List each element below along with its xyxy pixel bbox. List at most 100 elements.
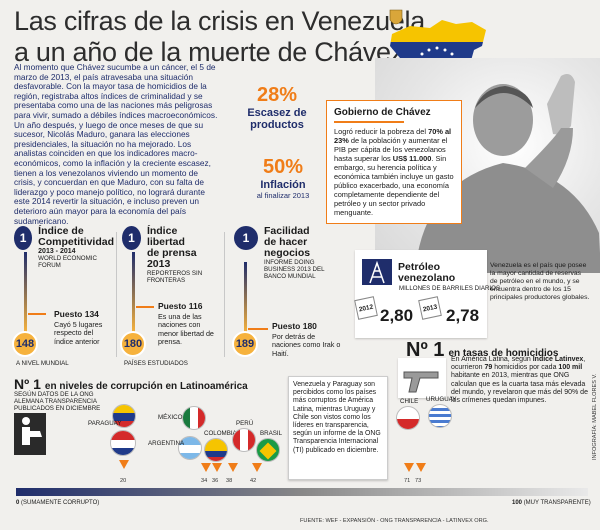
petroleo-year-2: 2013 <box>422 303 438 313</box>
rank-bottom-label: A NIVEL MUNDIAL <box>16 360 69 367</box>
country-argentina: ARGENTINA <box>148 440 185 447</box>
petroleo-value-2: 2,78 <box>446 306 480 325</box>
ranking-title-2: de hacer <box>264 236 308 248</box>
puesto-marker <box>136 306 154 308</box>
gobierno-chavez-box: Gobierno de Chávez Logró reducir la pobr… <box>326 100 462 224</box>
tick-label: 34 <box>201 478 208 484</box>
tick-label: 73 <box>415 478 422 484</box>
homicidios-bold-2: 79 <box>484 364 493 372</box>
inflacion-label: Inflación <box>260 179 306 191</box>
flag-colombia-icon <box>204 438 228 462</box>
corrupcion-rank: Nº 1 <box>14 376 41 392</box>
rank-bottom-label: PAÍSES ESTUDIADOS <box>124 360 188 367</box>
country-peru: PERÚ <box>236 420 254 427</box>
flag-peru-icon <box>232 428 256 452</box>
tick-label: 71 <box>404 478 411 484</box>
puesto-marker <box>248 328 268 330</box>
tick-label: 20 <box>120 478 127 484</box>
rank-bottom-badge: 180 <box>120 331 146 357</box>
rank-bottom: 189 <box>232 331 258 357</box>
inflacion-value: 50% <box>262 156 304 178</box>
homicidios-heading: Nº 1 en tasas de homicidios <box>406 339 558 362</box>
tick-label: 38 <box>226 478 233 484</box>
puesto-desc: Por detrás de naciones como Irak o Haití… <box>272 332 341 358</box>
ranking-bar <box>132 252 135 332</box>
rank-top-badge: 1 <box>14 226 33 250</box>
gobierno-text-2: de la población y aumentar el PIB per cá… <box>334 136 448 163</box>
puesto-desc: Cayó 5 lugares respecto del índice anter… <box>54 320 103 346</box>
marker-triangle <box>252 463 262 472</box>
ranking-source: WORLD ECONOMIC FORUM <box>38 255 97 269</box>
scale-min-value: 0 <box>16 500 20 506</box>
puesto-value: 116 <box>188 301 203 311</box>
footer-credit: INFOGRAFÍA: MABEL FLORES V. <box>592 373 598 460</box>
flag-brasil-icon <box>256 438 280 462</box>
country-brasil: BRASIL <box>260 430 283 437</box>
ranking-bar <box>24 252 27 332</box>
intro-paragraph: Al momento que Chávez sucumbe a un cánce… <box>14 62 218 226</box>
marker-triangle <box>228 463 238 472</box>
divider <box>116 232 117 357</box>
homicidios-text-1: En América Latina, según <box>451 356 533 363</box>
homicidios-title: en tasas de homicidios <box>448 348 559 359</box>
marker-triangle <box>119 460 129 469</box>
homicidios-text: En América Latina, según Índice Latinvex… <box>451 356 591 405</box>
country-colombia: COLOMBIA <box>204 430 237 437</box>
ranking-years: 2013 - 2014 <box>38 248 76 255</box>
homicidios-rank: Nº 1 <box>406 339 445 361</box>
flag-venezuela-icon <box>112 404 136 428</box>
country-uruguay: URUGUAY <box>426 396 457 403</box>
footer-source: FUENTE: WEF - EXPANSIÓN - ONG TRANSPAREN… <box>300 518 489 524</box>
gobierno-bold-2: US$ 11.000 <box>392 154 432 163</box>
gobierno-text-1: Logró reducir la pobreza del <box>334 127 429 136</box>
scale-max: 100 (MUY TRANSPARENTE) <box>512 500 591 506</box>
rank-bottom-badge: 148 <box>12 331 38 357</box>
divider <box>224 232 225 357</box>
scale-min-label: (SUMAMENTE CORRUPTO) <box>21 500 100 506</box>
calendar-icon: 2013 <box>418 296 442 320</box>
corrupcion-source: SEGÚN DATOS DE LA ONG ALEMANA TRANSPAREN… <box>14 391 101 412</box>
gobierno-text: Logró reducir la pobreza del 70% al 23% … <box>334 127 454 217</box>
gobierno-title: Gobierno de Chávez <box>334 107 454 123</box>
rank-top-badge: 1 <box>122 226 141 250</box>
ranking-competitividad: 1 Índice de Competitividad 2013 - 2014 W… <box>14 226 114 269</box>
escasez-value: 28% <box>256 84 298 106</box>
ranking-title-3: de prensa 2013 <box>146 247 197 270</box>
petroleo-sub: MILLONES DE BARRILES DIARIOS <box>399 285 501 292</box>
marker-triangle <box>416 463 426 472</box>
petroleo-note: Venezuela es el país que posee la mayor … <box>490 262 590 301</box>
ranking-source: REPORTEROS SIN FRONTERAS <box>146 270 203 284</box>
ranking-source: INFORME DOING BUSINESS 2013 DEL BANCO MU… <box>264 259 325 280</box>
title-line-2: a un año de la muerte de Chávez <box>14 37 404 67</box>
tick-label: 42 <box>250 478 257 484</box>
flag-chile-icon <box>396 406 420 430</box>
scale-max-label: (MUY TRANSPARENTE) <box>523 500 591 506</box>
homicidios-text-4: habitante en 2013, mientras que ONG calc… <box>451 372 588 405</box>
ranking-title-1: Facilidad <box>264 225 310 237</box>
puesto-libertad: Puesto 116 <box>158 301 202 311</box>
inflacion-sub: al finalizar 2013 <box>256 191 310 200</box>
petroleo-title: Petróleo venezolano <box>398 262 455 284</box>
pistol-icon <box>403 371 439 393</box>
puesto-value: 180 <box>302 321 317 331</box>
title-line-1: Las cifras de la crisis en Venezuela <box>14 6 425 36</box>
ranking-title-2: Competitividad <box>38 236 114 248</box>
ranking-libertad-prensa: 1 Índice libertad de prensa 2013 REPORTE… <box>122 226 222 284</box>
corrupcion-title: en niveles de corrupción en Latinoaméric… <box>44 381 248 392</box>
corrupcion-heading: Nº 1 en niveles de corrupción en Latinoa… <box>14 376 248 392</box>
puesto-value: 134 <box>84 309 99 319</box>
country-mexico: MÉXICO <box>158 414 183 421</box>
ranking-title-1: Índice de <box>38 225 84 237</box>
page-title: Las cifras de la crisis en Venezuela a u… <box>14 6 425 68</box>
escasez-label-1: Escasez de <box>247 107 307 119</box>
oil-derrick-icon <box>362 259 392 285</box>
calendar-icon: 2012 <box>354 296 378 320</box>
homicidios-text-2: , ocurrieron <box>451 356 586 372</box>
tick-label: 36 <box>212 478 219 484</box>
puesto-label: Puesto <box>54 309 83 319</box>
rank-bottom: 180 <box>120 331 146 357</box>
marker-triangle <box>404 463 414 472</box>
petroleo-value-1: 2,80 <box>380 306 414 325</box>
gobierno-bold-1: 70% al 23% <box>334 127 452 145</box>
petroleo-year-1: 2012 <box>358 303 374 313</box>
